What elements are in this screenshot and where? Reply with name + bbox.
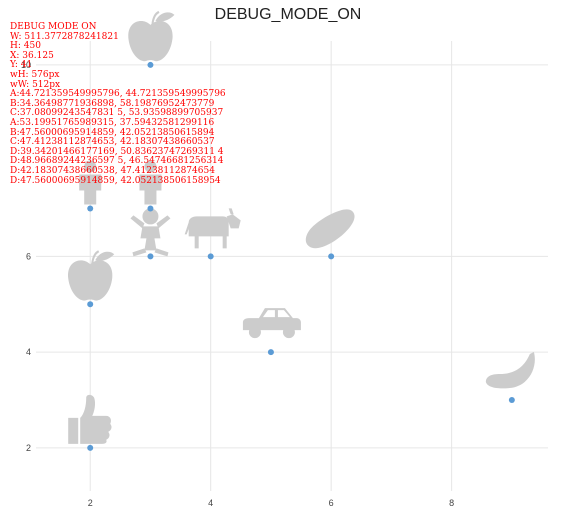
debug-line: B:47.56000695914859, 42.05213850615894 — [10, 127, 215, 138]
apple-icon — [68, 250, 115, 301]
thumbs-up-icon — [68, 394, 112, 444]
data-point — [147, 253, 154, 260]
icon-layer — [68, 10, 535, 444]
y-tick-label: 2 — [26, 443, 31, 453]
data-point — [87, 444, 94, 451]
debug-line: D:39.34201466177169, 50.83623747269311 4 — [10, 146, 224, 157]
person-icon — [79, 160, 102, 205]
tick-layer: 2 4 6 8 2 4 6 10 — [21, 60, 454, 508]
data-point — [87, 205, 94, 212]
data-point — [147, 205, 154, 212]
bread-icon — [305, 209, 355, 249]
debug-line: Y: 41 — [10, 60, 33, 71]
point-layer — [87, 61, 515, 451]
debug-overlay: DEBUG MODE ON W: 511.3772878241821 H: 450 X… — [10, 22, 226, 186]
x-tick-label: 8 — [449, 498, 454, 508]
car-icon — [242, 308, 301, 339]
debug-line: D:42.18307438660538, 47.41238112874654 — [10, 165, 215, 176]
y-tick-label: 4 — [26, 347, 31, 357]
x-tick-label: 4 — [208, 498, 213, 508]
debug-line: H: 450 — [10, 41, 41, 52]
chart-title: DEBUG_MODE_ON — [214, 6, 362, 23]
y-tick-label: 6 — [26, 251, 31, 261]
debug-line: B:34.36498771936898, 58.19876952473779 — [10, 98, 215, 109]
debug-line: DEBUG MODE ON — [10, 22, 97, 32]
debug-line: W: 511.3772878241821 — [10, 31, 119, 42]
debug-line: A:44.721359549995796, 44.721359549995796 — [10, 89, 226, 100]
debug-line: X: 36.125 — [10, 50, 54, 61]
debug-line: C:47.41238112874653, 42.18307438660537 — [10, 137, 215, 148]
x-tick-label: 6 — [329, 498, 334, 508]
data-point — [87, 301, 94, 308]
banana-icon — [485, 352, 535, 389]
debug-line: A:53.19951765989315, 37.59432581299116 — [10, 117, 215, 128]
x-tick-label: 2 — [88, 498, 93, 508]
debug-line: C:37.08099243547831 5, 53.93598899705937 — [10, 108, 224, 119]
cow-icon — [184, 208, 241, 249]
debug-line: wW: 512px — [10, 79, 61, 90]
debug-line: D:48.96689244236597 5, 46.54746681256314 — [10, 156, 224, 167]
baby-icon — [130, 208, 171, 257]
y-tick-label: 10 — [21, 60, 31, 70]
debug-line: D:47.56000695914859, 42.052138506158954 — [10, 175, 221, 186]
data-point — [267, 349, 274, 356]
data-point — [147, 61, 154, 68]
person-icon — [139, 160, 162, 205]
apple-icon — [128, 10, 175, 62]
debug-line: wH: 576px — [10, 69, 60, 80]
data-point — [508, 397, 515, 404]
grid-layer — [36, 41, 548, 491]
data-point — [328, 253, 335, 260]
data-point — [207, 253, 214, 260]
